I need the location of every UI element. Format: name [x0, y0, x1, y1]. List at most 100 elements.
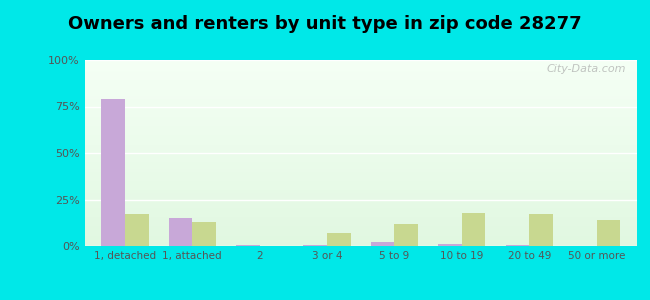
Bar: [84, 216, 637, 217]
Bar: [84, 154, 637, 155]
Bar: [84, 147, 637, 148]
Bar: [84, 177, 637, 178]
Bar: [84, 156, 637, 157]
Bar: [84, 88, 637, 89]
Bar: [84, 172, 637, 173]
Bar: [84, 165, 637, 166]
Bar: [84, 133, 637, 134]
Bar: [84, 60, 637, 61]
Bar: [84, 179, 637, 180]
Bar: [84, 190, 637, 191]
Bar: [84, 78, 637, 79]
Bar: [84, 207, 637, 208]
Bar: [84, 212, 637, 214]
Bar: [84, 219, 637, 220]
Bar: [84, 202, 637, 203]
Bar: [84, 204, 637, 205]
Bar: [84, 141, 637, 142]
Bar: [84, 215, 637, 216]
Bar: [84, 109, 637, 110]
Bar: [84, 160, 637, 161]
Bar: [84, 142, 637, 143]
Bar: [84, 239, 637, 240]
Bar: [84, 224, 637, 225]
Bar: [84, 99, 637, 100]
Bar: [84, 218, 637, 219]
Bar: [84, 102, 637, 103]
Bar: [84, 96, 637, 97]
Bar: [84, 79, 637, 80]
Bar: [84, 75, 637, 76]
Bar: [84, 188, 637, 189]
Bar: [84, 119, 637, 120]
Bar: [84, 194, 637, 195]
Bar: [84, 226, 637, 227]
Bar: [84, 126, 637, 127]
Bar: [84, 104, 637, 105]
Bar: [84, 108, 637, 109]
Bar: [84, 237, 637, 238]
Bar: [84, 91, 637, 92]
Bar: [84, 176, 637, 177]
Bar: [84, 110, 637, 111]
Bar: [84, 70, 637, 71]
Bar: [84, 182, 637, 183]
Bar: [84, 180, 637, 181]
Bar: [84, 222, 637, 223]
Bar: [506, 245, 529, 246]
Bar: [529, 214, 552, 246]
Bar: [84, 220, 637, 221]
Bar: [236, 245, 260, 246]
Bar: [84, 171, 637, 172]
Bar: [84, 238, 637, 239]
Text: City-Data.com: City-Data.com: [547, 64, 626, 74]
Bar: [84, 106, 637, 107]
Bar: [84, 95, 637, 96]
Bar: [84, 168, 637, 169]
Bar: [327, 233, 350, 246]
Bar: [84, 167, 637, 168]
Bar: [84, 107, 637, 108]
Bar: [84, 158, 637, 159]
Bar: [84, 66, 637, 67]
Bar: [84, 161, 637, 162]
Bar: [84, 206, 637, 207]
Bar: [84, 233, 637, 234]
Bar: [371, 242, 395, 246]
Bar: [84, 199, 637, 200]
Bar: [84, 185, 637, 187]
Bar: [84, 242, 637, 243]
Bar: [84, 76, 637, 77]
Bar: [84, 153, 637, 154]
Bar: [597, 220, 620, 246]
Bar: [84, 139, 637, 140]
Bar: [192, 222, 216, 246]
Bar: [84, 150, 637, 151]
Bar: [438, 244, 462, 246]
Bar: [84, 132, 637, 133]
Bar: [84, 117, 637, 118]
Bar: [84, 181, 637, 182]
Bar: [84, 82, 637, 83]
Bar: [84, 92, 637, 94]
Bar: [84, 187, 637, 188]
Bar: [84, 214, 637, 215]
Bar: [84, 232, 637, 233]
Bar: [84, 170, 637, 171]
Bar: [84, 217, 637, 218]
Bar: [84, 129, 637, 130]
Bar: [84, 152, 637, 153]
Bar: [84, 192, 637, 193]
Bar: [84, 89, 637, 90]
Bar: [84, 245, 637, 246]
Bar: [84, 193, 637, 194]
Bar: [84, 159, 637, 160]
Bar: [84, 103, 637, 104]
Bar: [84, 131, 637, 132]
Bar: [84, 225, 637, 226]
Bar: [84, 77, 637, 78]
Bar: [84, 138, 637, 139]
Bar: [84, 80, 637, 81]
Bar: [84, 112, 637, 113]
Bar: [84, 124, 637, 125]
